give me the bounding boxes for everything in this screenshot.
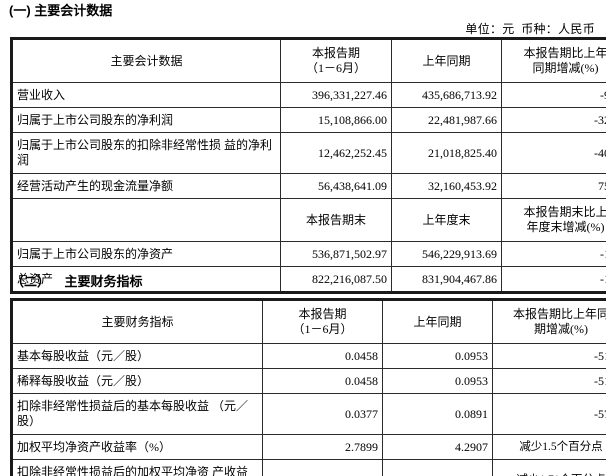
row-value-current: 536,871,502.97 xyxy=(280,241,392,267)
table-header-row: 主要财务指标 本报告期 （1－6月） 上年同期 本报告期比上年同 期增减(%) xyxy=(11,299,606,344)
table-row: 扣除非经常性损益后的加权平均净资 产收益率（%） 2.3012 4.0114 减… xyxy=(11,459,606,476)
row-value-previous: 0.0891 xyxy=(382,393,493,435)
header-change-line2: 同期增减(%) xyxy=(532,61,599,75)
table-header-row-period: 主要会计数据 本报告期 （1－6月） 上年同期 本报告期比上年 同期增减(%) xyxy=(11,38,606,83)
row-label: 加权平均净资产收益率（%） xyxy=(11,434,263,460)
row-label: 稀释每股收益（元／股） xyxy=(11,368,263,394)
header-cell-previous-period: 上年同期 xyxy=(391,38,502,83)
header-change-line1: 本报告期比上年同 xyxy=(512,307,606,321)
row-value-previous: 546,229,913.69 xyxy=(391,241,502,267)
table-header-row-end-of-period: 本报告期末 上年度末 本报告期末比上 年度末增减(%) xyxy=(11,198,606,242)
row-value-previous: 831,904,467.86 xyxy=(391,266,502,293)
header-change-line2: 期增减(%) xyxy=(534,322,588,336)
row-label: 基本每股收益（元／股） xyxy=(11,343,263,369)
table-row: 归属于上市公司股东的净资产 536,871,502.97 546,229,913… xyxy=(11,241,606,267)
header-cell-current-period: 本报告期 （1－6月） xyxy=(280,38,392,83)
header-current-period-line2: （1－6月） xyxy=(305,61,366,75)
header-current-period-line1: 本报告期 xyxy=(311,46,360,60)
row-value-previous: 0.0953 xyxy=(382,368,493,394)
table-row: 经营活动产生的现金流量净额 56,438,641.09 32,160,453.9… xyxy=(11,173,606,199)
row-value-change: -57.69 xyxy=(492,393,606,435)
row-label: 营业收入 xyxy=(11,82,281,108)
row-label-line2: 产收益率（%） xyxy=(212,465,249,476)
row-value-previous: 4.2907 xyxy=(382,434,493,460)
row-value-current: 0.0458 xyxy=(262,343,383,369)
row-value-current: 2.3012 xyxy=(262,459,383,476)
table-row: 总资产 822,216,087.50 831,904,467.86 -1.16 xyxy=(11,266,606,293)
table-row: 基本每股收益（元／股） 0.0458 0.0953 -51.94 xyxy=(11,343,606,369)
table-row: 加权平均净资产收益率（%） 2.7899 4.2907 减少1.5个百分点 xyxy=(11,434,606,460)
row-value-previous: 21,018,825.40 xyxy=(391,132,502,174)
row-value-change: 减少1.71个百分点 xyxy=(492,459,606,476)
table-row: 归属于上市公司股东的净利润 15,108,866.00 22,481,987.6… xyxy=(11,107,606,133)
header-change-end-line1: 本报告期末比上 xyxy=(523,205,606,219)
main-accounting-data-table: 主要会计数据 本报告期 （1－6月） 上年同期 本报告期比上年 同期增减(%) … xyxy=(11,38,606,293)
unit-currency-note: 单位：元 币种：人民币 xyxy=(465,22,595,36)
header-current-period-line1: 本报告期 xyxy=(298,307,347,321)
row-value-change: -32.80 xyxy=(501,107,606,133)
header-cell-change: 本报告期比上年同 期增减(%) xyxy=(492,299,606,344)
row-label: 总资产 xyxy=(11,266,281,293)
header-cell-current-period: 本报告期 （1－6月） xyxy=(262,299,383,344)
row-value-previous: 22,481,987.66 xyxy=(391,107,502,133)
row-value-change: -1.71 xyxy=(501,241,606,267)
header-cell-change: 本报告期比上年 同期增减(%) xyxy=(501,38,606,83)
row-value-previous: 0.0953 xyxy=(382,343,493,369)
header-cell-previous-period: 上年同期 xyxy=(382,299,493,344)
row-label: 经营活动产生的现金流量净额 xyxy=(11,173,281,199)
row-value-change: -40.71 xyxy=(501,132,606,174)
table-row: 营业收入 396,331,227.46 435,686,713.92 -9.03 xyxy=(11,82,606,108)
row-label-line1: 扣除非经常性损益后的基本每股收益 xyxy=(17,399,210,413)
header-change-line1: 本报告期比上年 xyxy=(523,46,606,60)
section-heading-financial-indicators: （二） 主要财务指标 xyxy=(11,274,143,289)
header-cell-previous-year-end: 上年度末 xyxy=(391,198,502,242)
row-value-change: -51.94 xyxy=(492,368,606,394)
main-financial-indicators-table: 主要财务指标 本报告期 （1－6月） 上年同期 本报告期比上年同 期增减(%) … xyxy=(11,299,606,476)
row-value-current: 0.0377 xyxy=(262,393,383,435)
row-label: 归属于上市公司股东的净资产 xyxy=(11,241,281,267)
row-value-current: 15,108,866.00 xyxy=(280,107,392,133)
header-cell-metric: 主要会计数据 xyxy=(11,38,281,83)
row-value-previous: 4.0114 xyxy=(382,459,493,476)
row-value-change: 75.49 xyxy=(501,173,606,199)
row-value-previous: 435,686,713.92 xyxy=(391,82,502,108)
row-label: 归属于上市公司股东的扣除非经常性损 益的净利润 xyxy=(11,132,281,174)
row-value-current: 2.7899 xyxy=(262,434,383,460)
row-value-change: 减少1.5个百分点 xyxy=(492,434,606,460)
row-value-current: 0.0458 xyxy=(262,368,383,394)
header-cell-current-period-end: 本报告期末 xyxy=(280,198,392,242)
row-label: 扣除非经常性损益后的加权平均净资 产收益率（%） xyxy=(11,459,263,476)
row-value-previous: 32,160,453.92 xyxy=(391,173,502,199)
row-value-current: 396,331,227.46 xyxy=(280,82,392,108)
header-cell-blank xyxy=(11,198,281,242)
header-change-end-line2: 年度末增减(%) xyxy=(526,220,605,234)
row-value-current: 56,438,641.09 xyxy=(280,173,392,199)
row-label: 归属于上市公司股东的净利润 xyxy=(11,107,281,133)
row-value-change: -51.94 xyxy=(492,343,606,369)
header-cell-change-end: 本报告期末比上 年度末增减(%) xyxy=(501,198,606,242)
header-cell-metric: 主要财务指标 xyxy=(11,299,263,344)
row-value-current: 12,462,252.45 xyxy=(280,132,392,174)
row-label-line2: 益的净利润 xyxy=(17,138,273,167)
header-current-period-line2: （1－6月） xyxy=(292,322,353,336)
row-label-line1: 归属于上市公司股东的扣除非经常性损 xyxy=(17,138,222,152)
row-label-line2: （元／股） xyxy=(17,399,249,428)
table-row: 稀释每股收益（元／股） 0.0458 0.0953 -51.94 xyxy=(11,368,606,394)
row-label: 扣除非经常性损益后的基本每股收益 （元／股） xyxy=(11,393,263,435)
row-value-change: -1.16 xyxy=(501,266,606,293)
table-row: 归属于上市公司股东的扣除非经常性损 益的净利润 12,462,252.45 21… xyxy=(11,132,606,174)
section-heading-accounting-data: (一) 主要会计数据 xyxy=(9,3,113,18)
row-value-current: 822,216,087.50 xyxy=(280,266,392,293)
row-value-change: -9.03 xyxy=(501,82,606,108)
table-row: 扣除非经常性损益后的基本每股收益 （元／股） 0.0377 0.0891 -57… xyxy=(11,393,606,435)
row-label-line1: 扣除非经常性损益后的加权平均净资 xyxy=(17,465,210,476)
